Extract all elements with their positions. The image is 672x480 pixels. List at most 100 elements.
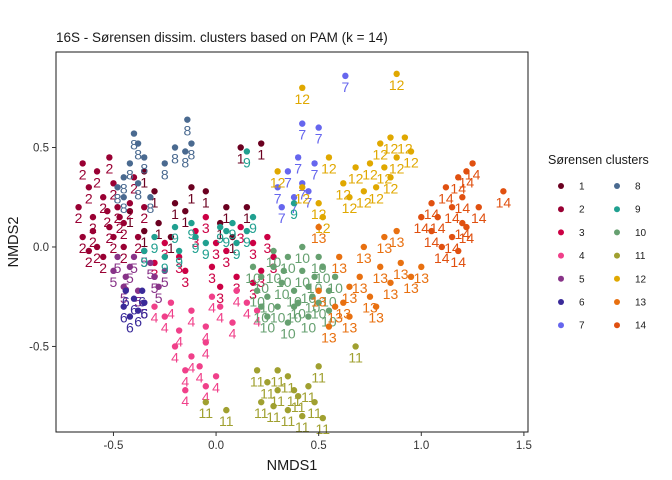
data-point [243, 227, 251, 235]
point-label: 10 [280, 326, 296, 342]
data-point [104, 207, 111, 215]
point-label: 4 [181, 393, 189, 409]
point-label: 2 [99, 260, 107, 276]
point-label: 10 [260, 320, 276, 336]
data-point [294, 392, 302, 400]
point-label: 3 [202, 220, 210, 236]
data-point [130, 174, 138, 181]
data-point [184, 116, 191, 123]
point-label: 1 [151, 194, 159, 210]
x-tick-label: -0.5 [104, 440, 124, 452]
legend-swatch [558, 229, 564, 236]
data-point [141, 168, 148, 175]
point-label: 10 [270, 310, 286, 326]
data-point [258, 267, 265, 275]
data-point [442, 184, 450, 191]
point-label: 13 [393, 266, 409, 282]
point-label: 1 [257, 147, 265, 163]
data-point [294, 154, 302, 161]
data-point [106, 154, 113, 161]
point-label: 3 [263, 240, 271, 256]
data-point [360, 188, 368, 195]
data-point [418, 263, 425, 271]
point-label: 6 [126, 320, 134, 336]
point-label: 1 [216, 226, 224, 242]
point-label: 6 [130, 302, 138, 318]
point-label: 13 [403, 280, 419, 296]
point-label: 10 [311, 260, 327, 276]
data-point [122, 287, 129, 294]
point-label: 5 [114, 260, 122, 276]
data-point [459, 194, 466, 201]
point-label: 3 [257, 274, 265, 290]
data-point [346, 194, 353, 201]
point-label: 9 [290, 206, 298, 222]
data-point [130, 253, 138, 261]
data-point [448, 233, 456, 241]
point-label: 2 [116, 220, 124, 236]
data-point [192, 233, 199, 241]
legend-item-11: 11 [614, 251, 646, 262]
legend-swatch [614, 252, 620, 259]
data-point [366, 160, 374, 167]
data-point [393, 154, 400, 161]
data-point [393, 227, 400, 235]
point-label: 5 [140, 254, 148, 270]
data-point [229, 319, 236, 326]
data-point [171, 200, 179, 207]
point-label: 10 [266, 270, 282, 286]
data-point [500, 188, 507, 195]
data-point [130, 130, 138, 137]
point-label: 2 [103, 214, 111, 230]
point-label: 13 [342, 320, 358, 336]
x-axis: -0.5 0.0 0.5 1.0 1.5 [104, 432, 532, 452]
data-point [325, 287, 333, 294]
data-point [151, 303, 158, 310]
data-point [377, 263, 384, 271]
point-label: 4 [151, 310, 159, 326]
point-label: 5 [120, 290, 128, 306]
data-point [229, 233, 236, 241]
point-label: 11 [266, 409, 281, 425]
point-label: 2 [75, 210, 83, 226]
point-label: 14 [455, 200, 471, 216]
data-point [114, 203, 121, 211]
y-tick-label: -0.5 [29, 341, 49, 353]
data-point [342, 72, 349, 80]
point-label: 11 [254, 405, 269, 421]
data-point [311, 160, 318, 167]
data-point [299, 184, 306, 191]
data-point [161, 313, 168, 320]
data-point [126, 207, 134, 215]
data-point [216, 303, 224, 310]
data-point [208, 263, 216, 271]
point-label: 2 [99, 200, 107, 216]
point-label: 14 [496, 194, 512, 210]
legend-label: 11 [635, 251, 646, 262]
data-point [75, 203, 82, 211]
data-point [284, 253, 292, 261]
point-label: 9 [243, 154, 251, 170]
data-point [134, 307, 142, 314]
data-point [387, 279, 394, 286]
point-label: 9 [151, 240, 159, 256]
point-label: 13 [327, 310, 343, 326]
legend-item-14: 14 [614, 321, 647, 332]
point-label: 9 [233, 246, 241, 262]
legend-label: 12 [635, 274, 647, 285]
data-point [274, 168, 281, 175]
legend-swatch [558, 299, 564, 305]
point-label: 2 [79, 166, 87, 182]
point-label: 12 [294, 190, 310, 206]
data-point [299, 84, 306, 92]
data-point [106, 223, 113, 231]
point-label: 8 [114, 190, 122, 206]
data-point [340, 180, 347, 187]
data-point [216, 223, 224, 231]
point-label: 2 [134, 240, 142, 256]
data-point [216, 283, 224, 290]
data-point [182, 207, 189, 215]
point-label: 4 [171, 349, 179, 365]
point-label: 13 [331, 260, 347, 276]
